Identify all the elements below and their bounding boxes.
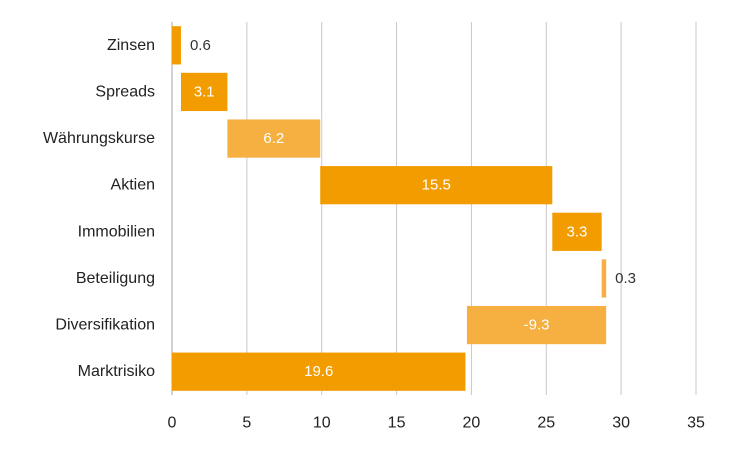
category-label: Diversifikation <box>55 317 155 334</box>
bar-spreads <box>180 72 228 112</box>
bar-value-label: 0.3 <box>615 270 636 287</box>
bars-group <box>172 26 607 391</box>
category-labels-group: Zinsen Spreads Währungskurse Aktien Immobili… <box>43 37 155 380</box>
bar-labels-group: 0.6 3.1 6.2 15.5 3.3 0.3 -9.3 19.6 <box>190 37 636 380</box>
bar-beteiligung <box>601 259 607 298</box>
bar-value-label: 6.2 <box>263 130 284 147</box>
bar-marktrisiko <box>172 352 466 391</box>
bar-value-label: 19.6 <box>304 363 333 380</box>
x-tick-label: 30 <box>612 415 630 432</box>
x-tick-labels-group: 0 5 10 15 20 25 30 35 <box>168 415 705 432</box>
bar-zinsen <box>172 26 181 65</box>
category-label: Marktrisiko <box>78 363 155 380</box>
bar-value-label: -9.3 <box>524 317 550 334</box>
bar-immobilien <box>552 212 602 251</box>
category-label: Immobilien <box>78 223 155 240</box>
category-label: Aktien <box>111 177 155 194</box>
x-tick-label: 20 <box>463 415 481 432</box>
x-tick-label: 10 <box>313 415 331 432</box>
grid-lines <box>171 22 697 395</box>
category-label: Spreads <box>95 83 155 100</box>
bar-value-label: 0.6 <box>190 37 211 54</box>
bar-value-label: 3.3 <box>567 223 588 240</box>
category-label: Zinsen <box>107 37 155 54</box>
bar-aktien <box>320 166 553 205</box>
x-tick-label: 0 <box>168 415 177 432</box>
x-tick-label: 15 <box>388 415 406 432</box>
bar-währungskurse <box>227 119 321 158</box>
x-tick-label: 5 <box>242 415 251 432</box>
bar-value-label: 3.1 <box>194 83 215 100</box>
category-label: Beteiligung <box>76 270 155 287</box>
x-tick-label: 25 <box>537 415 555 432</box>
bar-value-label: 15.5 <box>422 177 451 194</box>
x-tick-label: 35 <box>687 415 705 432</box>
category-label: Währungskurse <box>43 130 155 147</box>
bar-diversifikation <box>466 305 607 345</box>
